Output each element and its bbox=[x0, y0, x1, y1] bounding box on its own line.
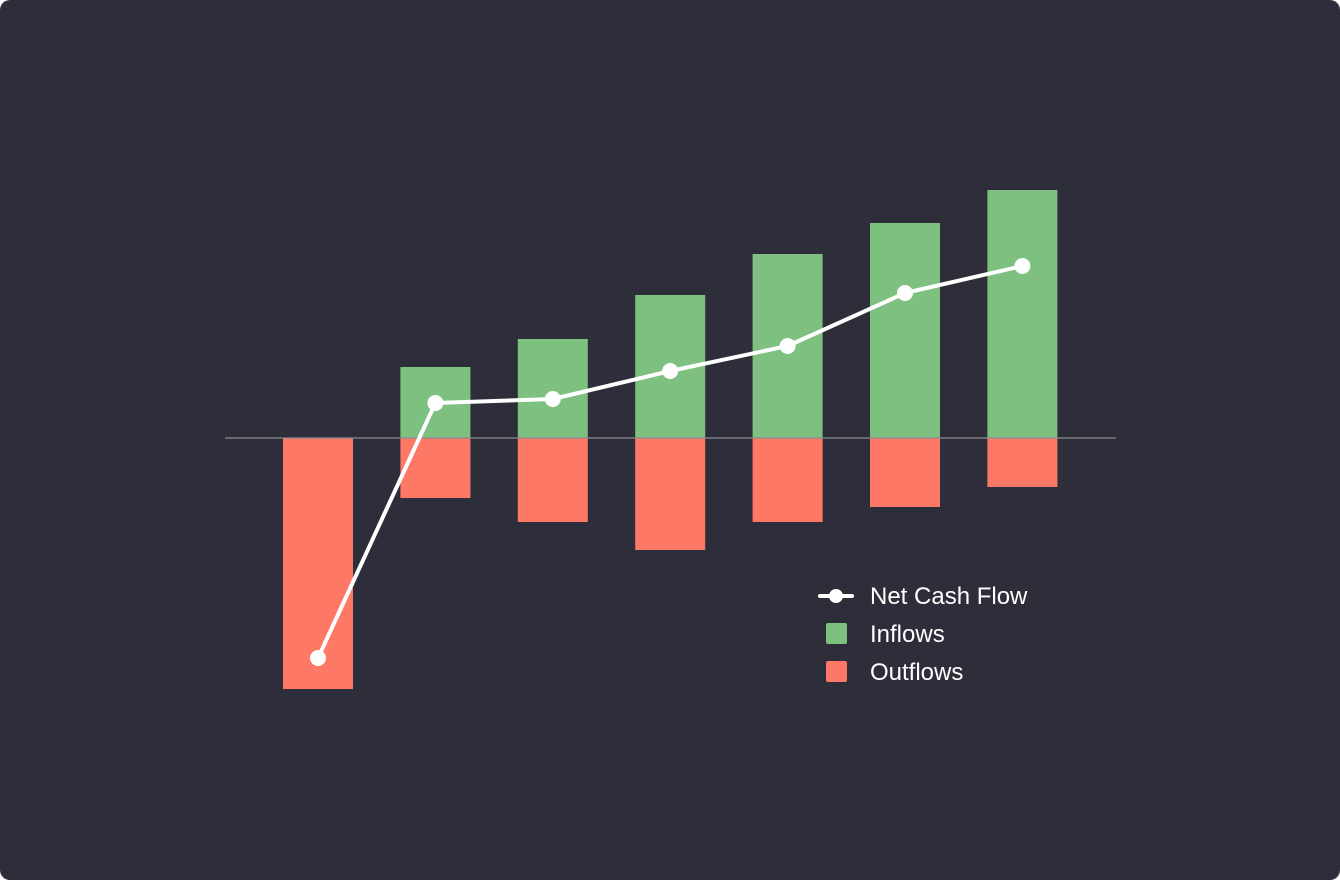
legend-label-net-cash-flow: Net Cash Flow bbox=[870, 583, 1028, 610]
outflow-bar-4 bbox=[635, 438, 706, 550]
outflow-bar-6 bbox=[870, 438, 940, 507]
outflow-bar-1 bbox=[283, 438, 353, 689]
outflow-bar-3 bbox=[517, 438, 588, 522]
inflow-bar-6 bbox=[870, 223, 940, 438]
marker-legend-icon bbox=[829, 589, 843, 603]
net-cash-flow-point-7 bbox=[1014, 258, 1031, 274]
legend-label-inflows: Inflows bbox=[870, 621, 945, 648]
net-cash-flow-point-3 bbox=[544, 391, 561, 407]
legend-item-net-cash-flow: Net Cash Flow bbox=[818, 583, 1028, 610]
legend: Net Cash Flow Inflows Outflows bbox=[818, 583, 1028, 686]
outflows-swatch-icon bbox=[826, 661, 847, 682]
legend-label-outflows: Outflows bbox=[870, 659, 963, 686]
outflow-bar-2 bbox=[400, 438, 471, 498]
net-cash-flow-point-2 bbox=[427, 395, 444, 411]
net-cash-flow-point-6 bbox=[897, 285, 913, 301]
outflow-bar-7 bbox=[987, 438, 1058, 487]
net-cash-flow-point-5 bbox=[779, 338, 796, 354]
legend-item-inflows: Inflows bbox=[826, 621, 945, 648]
legend-item-outflows: Outflows bbox=[826, 659, 963, 686]
inflows-swatch-icon bbox=[826, 623, 847, 644]
inflow-bar-7 bbox=[987, 190, 1058, 438]
net-cash-flow-point-4 bbox=[662, 363, 679, 379]
outflow-bar-5 bbox=[752, 438, 823, 522]
inflow-bar-3 bbox=[517, 339, 588, 438]
net-cash-flow-point-1 bbox=[310, 650, 326, 666]
